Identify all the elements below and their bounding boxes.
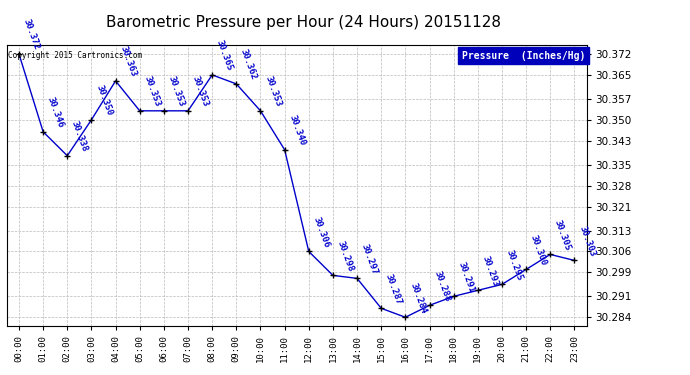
Text: 30.291: 30.291 bbox=[457, 260, 476, 294]
Text: 30.353: 30.353 bbox=[264, 75, 283, 108]
Text: 30.303: 30.303 bbox=[578, 224, 597, 258]
Text: 30.350: 30.350 bbox=[95, 84, 114, 117]
Text: 30.338: 30.338 bbox=[70, 120, 90, 153]
Text: 30.297: 30.297 bbox=[360, 242, 380, 276]
Text: 30.305: 30.305 bbox=[553, 218, 573, 252]
Text: 30.288: 30.288 bbox=[433, 269, 452, 303]
Text: Barometric Pressure per Hour (24 Hours) 20151128: Barometric Pressure per Hour (24 Hours) … bbox=[106, 15, 501, 30]
Text: 30.362: 30.362 bbox=[239, 48, 259, 81]
Text: Copyright 2015 Cartronics.com: Copyright 2015 Cartronics.com bbox=[8, 51, 142, 60]
Text: 30.340: 30.340 bbox=[288, 114, 307, 147]
Text: 30.353: 30.353 bbox=[167, 75, 186, 108]
Text: 30.300: 30.300 bbox=[529, 233, 549, 267]
Text: 30.306: 30.306 bbox=[312, 215, 331, 249]
Text: 30.284: 30.284 bbox=[408, 281, 428, 315]
Text: 30.353: 30.353 bbox=[143, 75, 162, 108]
Text: Pressure  (Inches/Hg): Pressure (Inches/Hg) bbox=[462, 51, 585, 61]
Text: 30.363: 30.363 bbox=[119, 45, 138, 78]
Text: 30.346: 30.346 bbox=[46, 96, 66, 129]
Text: 30.365: 30.365 bbox=[215, 39, 235, 72]
Text: 30.353: 30.353 bbox=[191, 75, 210, 108]
Text: 30.298: 30.298 bbox=[336, 239, 355, 273]
Text: 30.295: 30.295 bbox=[505, 248, 524, 282]
Text: 30.293: 30.293 bbox=[481, 254, 500, 288]
Text: 30.372: 30.372 bbox=[22, 18, 41, 51]
Text: 30.287: 30.287 bbox=[384, 272, 404, 306]
